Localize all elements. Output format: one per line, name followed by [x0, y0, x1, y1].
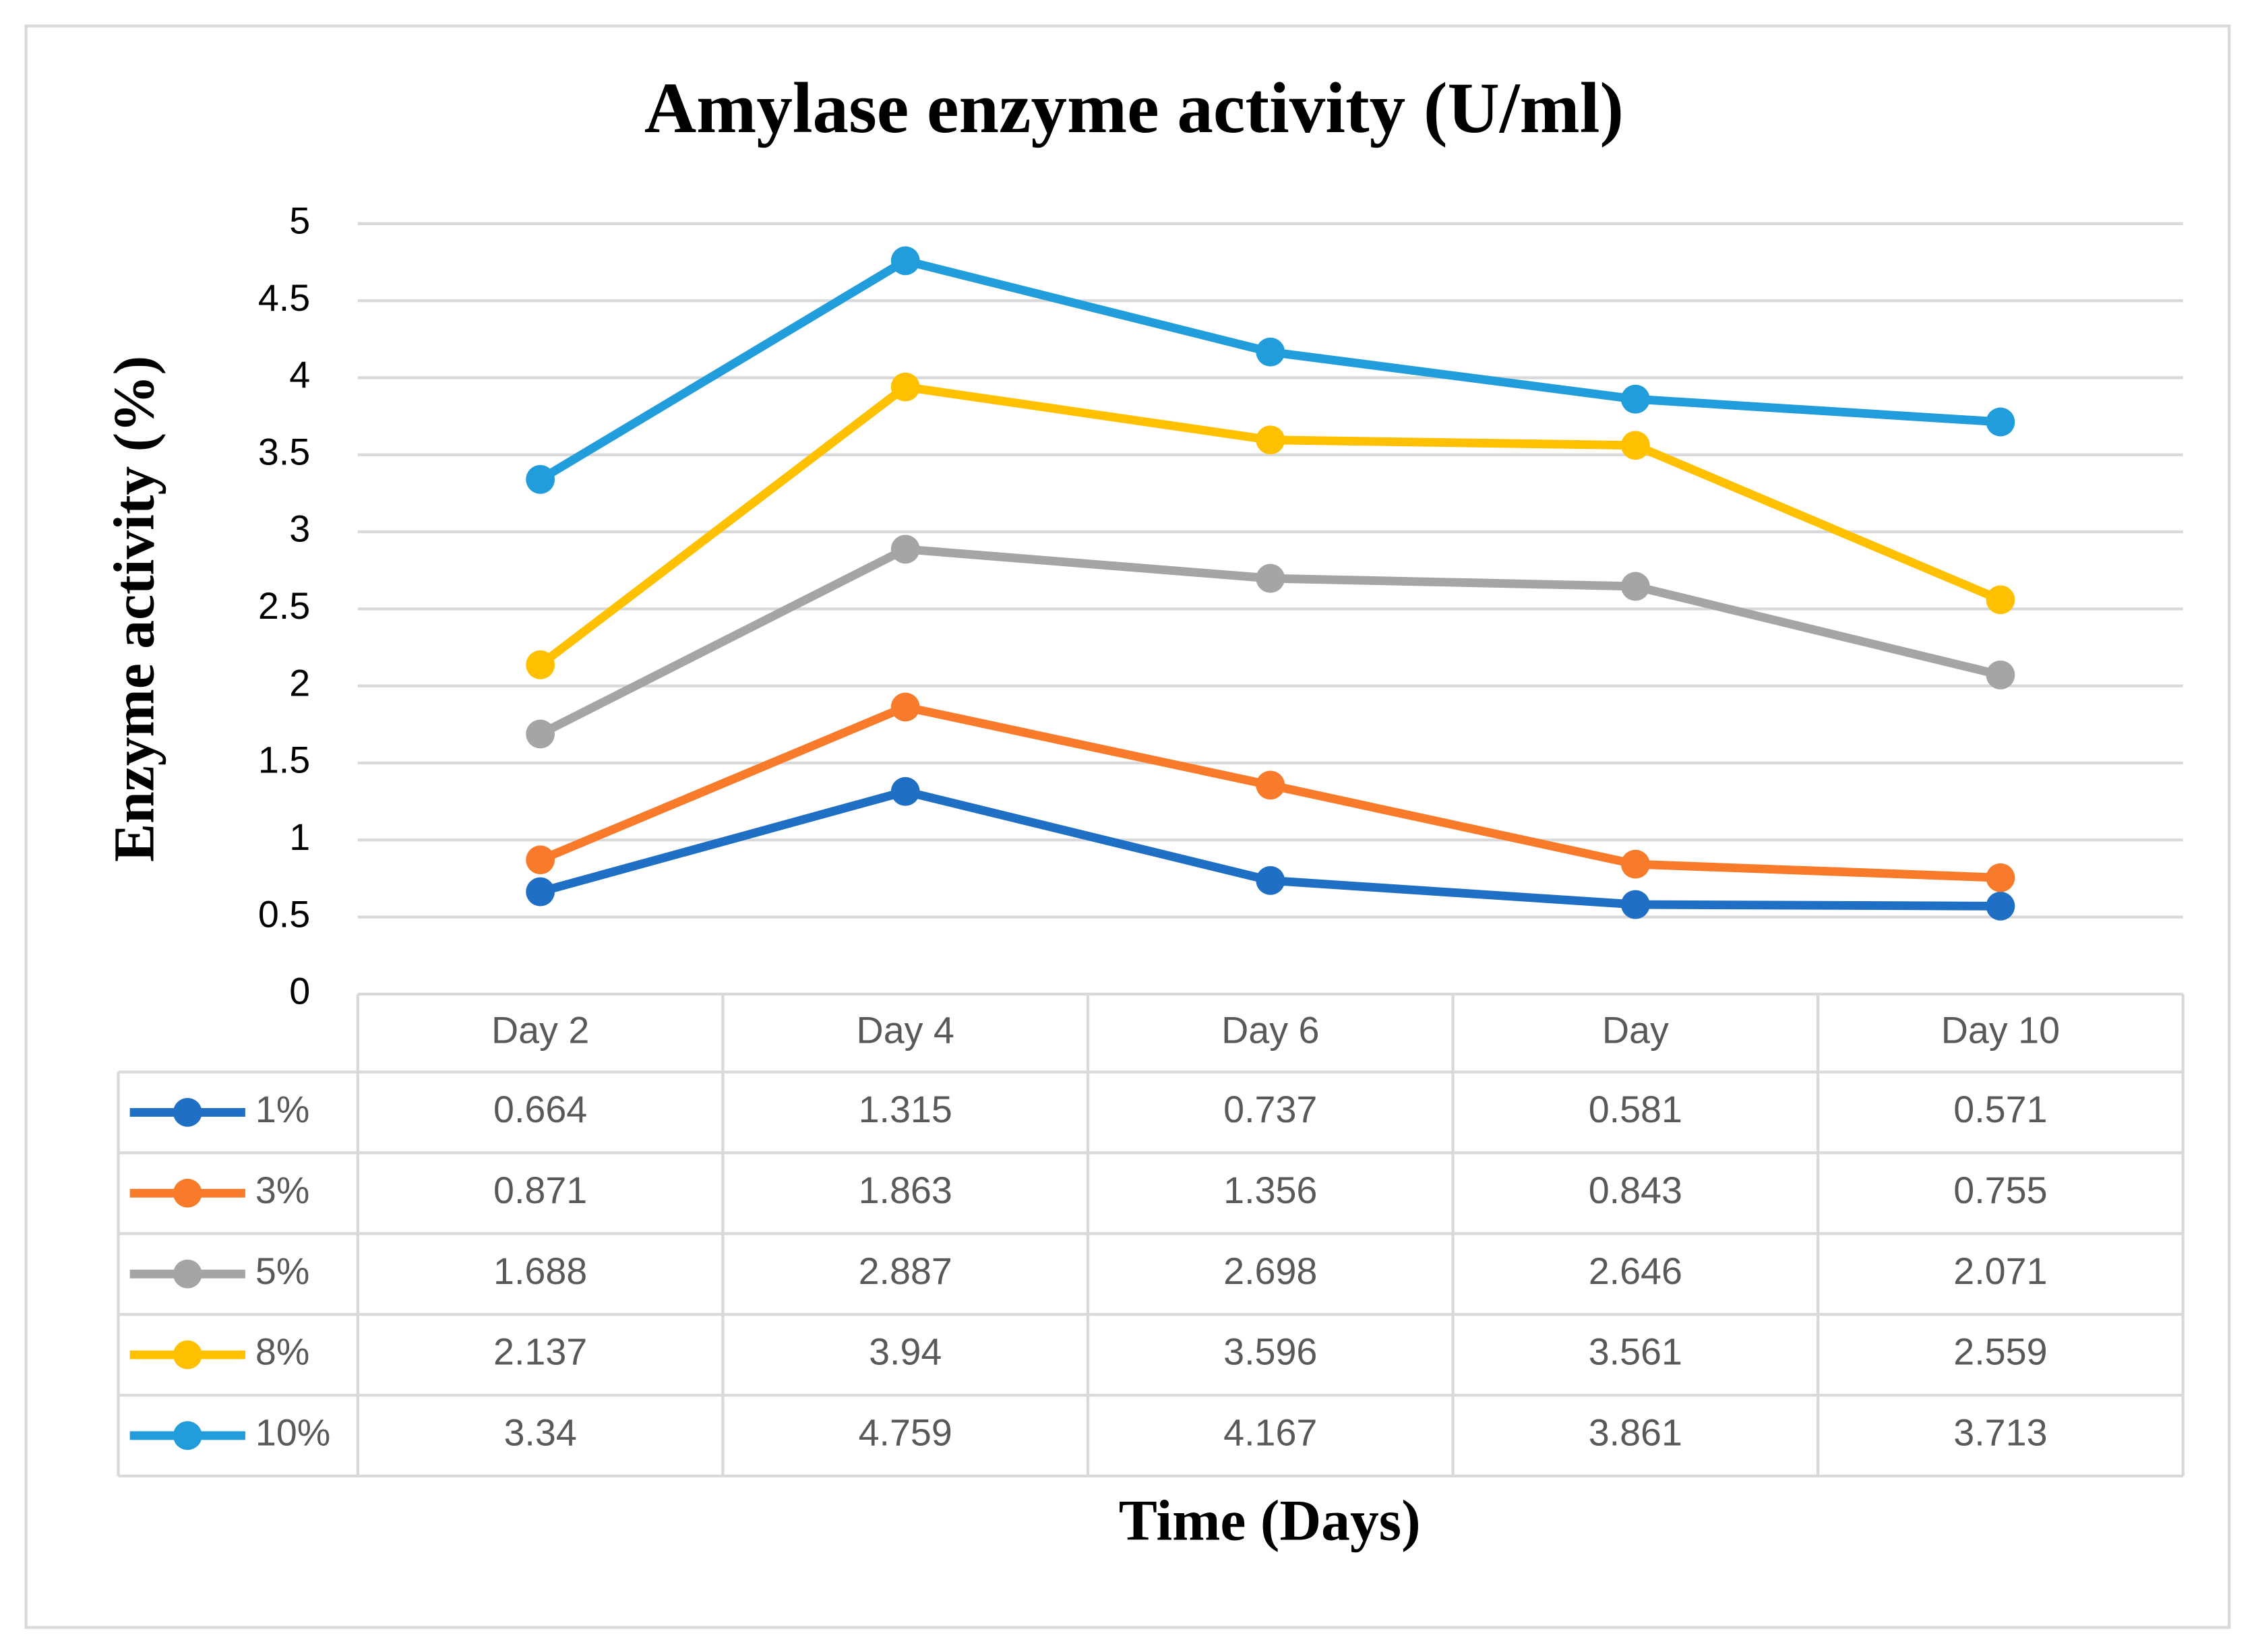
- table-value: 4.167: [1223, 1412, 1317, 1454]
- table-value: 2.698: [1223, 1250, 1317, 1292]
- table-value: 0.571: [1953, 1089, 2047, 1130]
- y-axis-title: Enzyme activity (%): [102, 356, 166, 862]
- y-tick-label: 0.5: [258, 893, 310, 935]
- table-value: 3.861: [1589, 1412, 1682, 1454]
- point: [526, 877, 555, 907]
- table-value: 4.759: [859, 1412, 952, 1454]
- table-value: 3.596: [1223, 1331, 1317, 1373]
- point: [890, 372, 920, 402]
- x-tick-label: Day 6: [1221, 1009, 1319, 1051]
- y-tick-label: 1: [289, 816, 310, 858]
- y-tick-label: 4: [289, 354, 310, 396]
- table-value: 1.315: [859, 1089, 952, 1130]
- legend-label: 5%: [255, 1250, 309, 1292]
- point: [1986, 585, 2015, 615]
- x-tick-label: Day 4: [857, 1009, 954, 1051]
- point: [890, 692, 920, 722]
- legend-key: [173, 1340, 202, 1370]
- point: [1620, 384, 1650, 414]
- legend-key: [173, 1259, 202, 1289]
- table-value: 3.34: [504, 1412, 576, 1454]
- y-tick-label: 5: [289, 200, 310, 242]
- chart-title: Amylase enzyme activity (U/ml): [644, 69, 1624, 148]
- table-value: 3.713: [1953, 1412, 2047, 1454]
- x-tick-label: Day 2: [491, 1009, 589, 1051]
- x-tick-label: Day: [1602, 1009, 1669, 1051]
- table-value: 0.737: [1223, 1089, 1317, 1130]
- point: [890, 776, 920, 806]
- y-tick-label: 2: [289, 662, 310, 704]
- y-tick-label: 0: [289, 971, 310, 1012]
- table-value: 2.646: [1589, 1250, 1682, 1292]
- table-value: 2.071: [1953, 1250, 2047, 1292]
- point: [890, 246, 920, 276]
- point: [1256, 770, 1285, 800]
- legend-key: [173, 1421, 202, 1450]
- point: [526, 845, 555, 875]
- point: [526, 464, 555, 494]
- point: [890, 534, 920, 564]
- legend-key: [173, 1097, 202, 1127]
- point: [1620, 849, 1650, 879]
- legend-key: [173, 1178, 202, 1208]
- point: [1256, 425, 1285, 455]
- table-value: 1.356: [1223, 1169, 1317, 1211]
- y-tick-label: 3.5: [258, 431, 310, 472]
- table-value: 0.581: [1589, 1089, 1682, 1130]
- y-tick-label: 1.5: [258, 739, 310, 781]
- table-value: 3.94: [869, 1331, 942, 1373]
- table-value: 2.137: [493, 1331, 587, 1373]
- table-value: 2.559: [1953, 1331, 2047, 1373]
- y-tick-label: 4.5: [258, 277, 310, 319]
- legend-label: 3%: [255, 1169, 309, 1211]
- table-value: 0.755: [1953, 1169, 2047, 1211]
- point: [1256, 865, 1285, 895]
- chart-border: [24, 24, 2231, 1629]
- y-tick-label: 3: [289, 508, 310, 550]
- point: [1256, 337, 1285, 367]
- point: [1986, 661, 2015, 690]
- legend-label: 1%: [255, 1089, 309, 1130]
- point: [1986, 891, 2015, 921]
- point: [526, 719, 555, 749]
- table-value: 0.871: [493, 1169, 587, 1211]
- point: [1620, 431, 1650, 460]
- table-value: 2.887: [859, 1250, 952, 1292]
- table-value: 1.863: [859, 1169, 952, 1211]
- legend-label: 10%: [255, 1412, 330, 1454]
- point: [1986, 863, 2015, 892]
- legend-label: 8%: [255, 1331, 309, 1373]
- plot-area: 0 0.5 1 1.5 2 2.5 3 3.5 4 4.5 5 Day 2 Day 4 Day 6 Day D…: [117, 200, 2185, 1477]
- x-axis-title: Time (Days): [1119, 1488, 1421, 1552]
- y-tick-label: 2.5: [258, 585, 310, 627]
- point: [1620, 572, 1650, 601]
- table-value: 0.843: [1589, 1169, 1682, 1211]
- point: [1620, 890, 1650, 919]
- point: [1986, 407, 2015, 437]
- table-value: 3.561: [1589, 1331, 1682, 1373]
- table-value: 0.664: [493, 1089, 587, 1130]
- table-value: 1.688: [493, 1250, 587, 1292]
- point: [1256, 563, 1285, 593]
- x-tick-label: Day 10: [1941, 1009, 2060, 1051]
- point: [526, 650, 555, 679]
